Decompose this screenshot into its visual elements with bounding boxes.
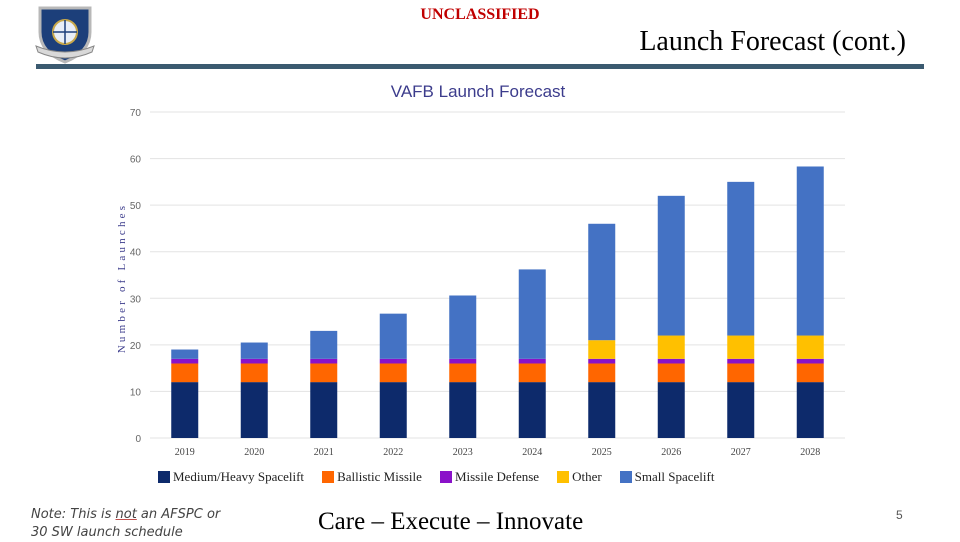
note-line-2: 30 SW launch schedule bbox=[31, 525, 183, 540]
bar-2021-medium-heavy-spacelift bbox=[310, 382, 338, 438]
bar-2021-ballistic-missile bbox=[310, 363, 338, 383]
bar-2022-small-spacelift bbox=[379, 313, 407, 359]
classification-banner: UNCLASSIFIED bbox=[420, 6, 540, 23]
x-tick-label-2028: 2028 bbox=[800, 447, 820, 458]
bar-2023-medium-heavy-spacelift bbox=[449, 382, 477, 438]
bar-2019-medium-heavy-spacelift bbox=[171, 382, 199, 438]
x-tick-label-2023: 2023 bbox=[453, 447, 473, 458]
y-tick-label-70: 70 bbox=[130, 108, 142, 119]
bar-2022-missile-defense bbox=[379, 358, 407, 364]
bar-2028-ballistic-missile bbox=[796, 363, 824, 383]
legend-swatch-small-spacelift bbox=[619, 471, 632, 483]
y-tick-label-50: 50 bbox=[130, 201, 142, 212]
x-tick-label-2020: 2020 bbox=[244, 447, 264, 458]
bar-2020-ballistic-missile bbox=[240, 363, 268, 383]
bar-2025-missile-defense bbox=[588, 358, 616, 364]
page-number: 5 bbox=[896, 508, 903, 522]
x-tick-label-2022: 2022 bbox=[383, 447, 403, 458]
bar-2028-medium-heavy-spacelift bbox=[796, 382, 824, 438]
chart-title: VAFB Launch Forecast bbox=[391, 82, 566, 101]
note-emphasis: not bbox=[115, 507, 137, 522]
legend-swatch-medium-heavy bbox=[158, 471, 170, 483]
legend-swatch-other bbox=[557, 471, 570, 483]
legend-swatch-missile-defense bbox=[439, 471, 452, 483]
bar-2026-missile-defense bbox=[657, 358, 685, 364]
bar-2026-ballistic-missile bbox=[657, 363, 685, 383]
bar-2021-missile-defense bbox=[310, 358, 338, 364]
x-tick-label-2024: 2024 bbox=[522, 447, 542, 458]
bar-2027-small-spacelift bbox=[727, 181, 755, 336]
y-tick-label-60: 60 bbox=[130, 155, 142, 166]
bar-2026-other bbox=[657, 335, 685, 359]
bar-2027-medium-heavy-spacelift bbox=[727, 382, 755, 438]
legend-item-missile-defense: Missile Defense bbox=[439, 469, 540, 485]
bar-2024-missile-defense bbox=[518, 358, 546, 364]
bar-2025-small-spacelift bbox=[588, 223, 616, 341]
bar-2027-missile-defense bbox=[727, 358, 755, 364]
vafb-launch-forecast-chart: VAFB Launch Forecast Number of Launches … bbox=[116, 82, 845, 458]
legend-label-medium-heavy: Medium/Heavy Spacelift bbox=[173, 469, 305, 484]
bar-2024-small-spacelift bbox=[518, 269, 546, 359]
x-tick-label-2027: 2027 bbox=[731, 447, 751, 458]
y-axis-label: Number of Launches bbox=[116, 203, 128, 353]
bar-2028-missile-defense bbox=[796, 358, 824, 364]
bar-2024-medium-heavy-spacelift bbox=[518, 382, 546, 438]
bar-2020-missile-defense bbox=[240, 358, 268, 364]
bar-2027-ballistic-missile bbox=[727, 363, 755, 383]
bar-2022-ballistic-missile bbox=[379, 363, 407, 383]
y-tick-label-20: 20 bbox=[130, 341, 142, 352]
bar-2019-ballistic-missile bbox=[171, 363, 199, 383]
x-tick-label-2025: 2025 bbox=[592, 447, 612, 458]
bar-2026-medium-heavy-spacelift bbox=[657, 382, 685, 438]
legend-item-small-spacelift: Small Spacelift bbox=[619, 469, 715, 485]
bar-2020-small-spacelift bbox=[240, 342, 268, 359]
bar-2021-small-spacelift bbox=[310, 330, 338, 359]
x-tick-label-2019: 2019 bbox=[175, 447, 195, 458]
bar-2022-medium-heavy-spacelift bbox=[379, 382, 407, 438]
bar-2019-missile-defense bbox=[171, 358, 199, 364]
bar-2023-ballistic-missile bbox=[449, 363, 477, 383]
legend-label-small-spacelift: Small Spacelift bbox=[634, 469, 715, 484]
y-tick-label-40: 40 bbox=[130, 248, 142, 259]
bar-2020-medium-heavy-spacelift bbox=[240, 382, 268, 438]
bar-2025-other bbox=[588, 340, 616, 359]
y-tick-label-0: 0 bbox=[135, 434, 141, 445]
legend-item-medium-heavy: Medium/Heavy Spacelift bbox=[158, 469, 304, 485]
legend-label-missile-defense: Missile Defense bbox=[454, 469, 540, 484]
slide-title: Launch Forecast (cont.) bbox=[639, 26, 906, 57]
bar-2019-small-spacelift bbox=[171, 349, 199, 359]
y-tick-label-10: 10 bbox=[130, 387, 142, 398]
legend-item-ballistic-missile: Ballistic Missile bbox=[322, 469, 422, 485]
y-tick-label-30: 30 bbox=[130, 294, 142, 305]
note-line-1: Note: This is not an AFSPC or bbox=[31, 507, 221, 522]
legend-swatch-ballistic-missile bbox=[322, 471, 335, 483]
bar-2028-small-spacelift bbox=[796, 166, 824, 336]
chart-legend: Medium/Heavy Spacelift Ballistic Missile… bbox=[158, 469, 732, 485]
legend-label-ballistic-missile: Ballistic Missile bbox=[337, 469, 422, 484]
legend-item-other: Other bbox=[557, 469, 602, 485]
bar-2023-missile-defense bbox=[449, 358, 477, 364]
schedule-disclaimer-note: Note: This is not an AFSPC or 30 SW laun… bbox=[31, 506, 220, 542]
x-tick-label-2021: 2021 bbox=[314, 447, 334, 458]
x-tick-label-2026: 2026 bbox=[661, 447, 681, 458]
legend-label-other: Other bbox=[572, 469, 602, 484]
command-shield-logo bbox=[35, 6, 95, 64]
bar-2026-small-spacelift bbox=[657, 195, 685, 336]
bar-2027-other bbox=[727, 335, 755, 359]
bar-2028-other bbox=[796, 335, 824, 359]
motto: Care – Execute – Innovate bbox=[318, 508, 584, 535]
bar-2023-small-spacelift bbox=[449, 295, 477, 359]
bar-2025-medium-heavy-spacelift bbox=[588, 382, 616, 438]
title-divider bbox=[36, 64, 924, 69]
bar-2025-ballistic-missile bbox=[588, 363, 616, 383]
bar-2024-ballistic-missile bbox=[518, 363, 546, 383]
